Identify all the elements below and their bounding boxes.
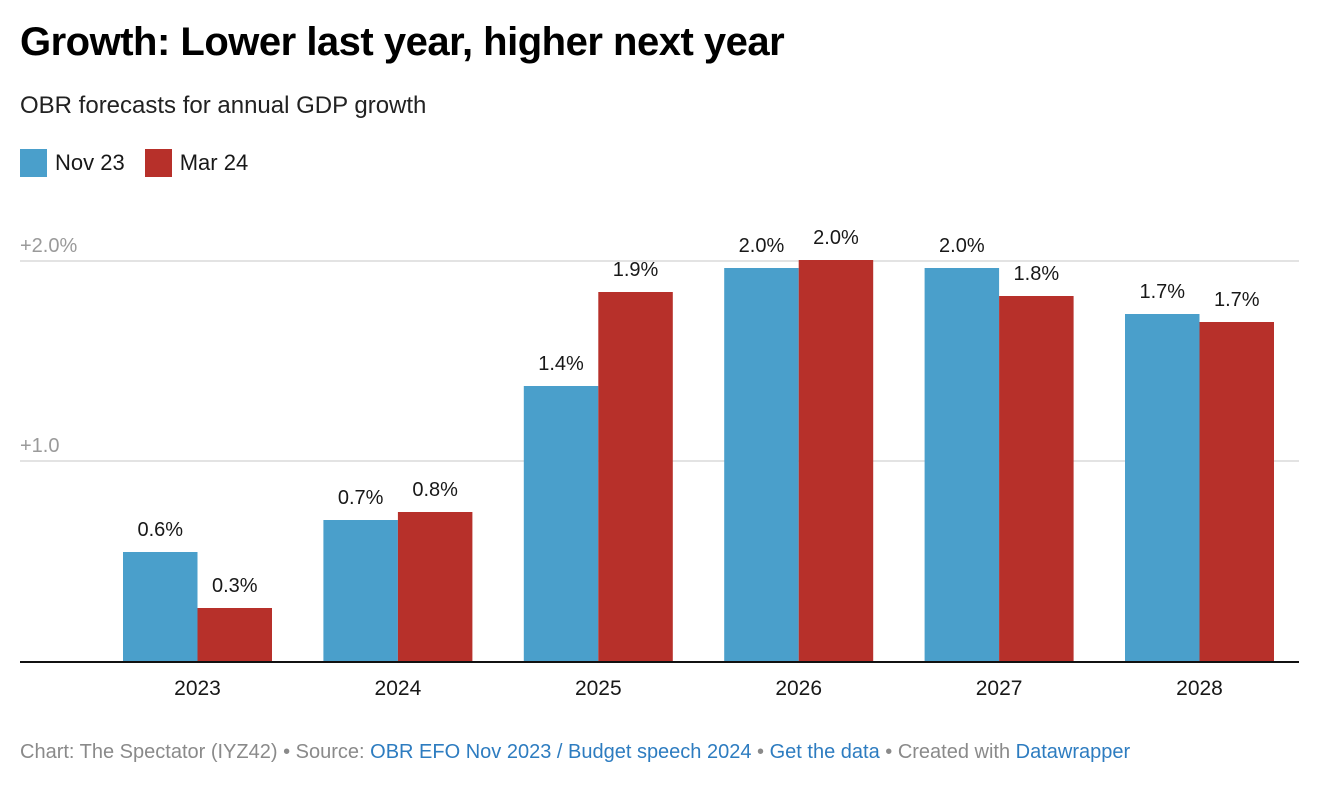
data-label: 0.6% xyxy=(137,519,183,541)
x-tick-label: 2024 xyxy=(375,677,422,700)
data-label: 1.4% xyxy=(538,353,584,375)
bar-chart: +1.0 +2.0% 0.6% 0.3% 2023 0.7% 0.8% 2024 1.4% 1.9… xyxy=(20,227,1299,700)
footer-separator: • xyxy=(751,741,770,763)
y-tick-label: +1.0 xyxy=(20,435,59,457)
x-tick-label: 2027 xyxy=(976,677,1023,700)
data-label: 1.7% xyxy=(1139,281,1185,303)
legend-swatch-nov-23 xyxy=(20,149,47,177)
data-label: 0.8% xyxy=(412,479,458,501)
bar-nov-23-2023 xyxy=(123,552,198,661)
bar-nov-23-2026 xyxy=(724,268,799,661)
chart-subtitle: OBR forecasts for annual GDP growth xyxy=(20,92,427,119)
data-label: 2.0% xyxy=(739,235,785,257)
created-with-label: Created with xyxy=(897,741,1016,763)
bar-mar-24-2023 xyxy=(197,608,272,661)
legend-item-nov-23: Nov 23 xyxy=(20,149,125,177)
data-label: 1.7% xyxy=(1214,289,1260,311)
bar-mar-24-2026 xyxy=(798,260,874,661)
footer-separator: • xyxy=(277,741,296,763)
legend-swatch-mar-24 xyxy=(144,149,172,177)
legend-label-mar-24: Mar 24 xyxy=(179,150,249,175)
legend-label-nov-23: Nov 23 xyxy=(55,150,125,175)
bar-nov-23-2024 xyxy=(323,520,398,661)
data-label: 1.8% xyxy=(1014,263,1060,285)
bar-mar-24-2025 xyxy=(598,292,673,661)
chart-title: Growth: Lower last year, higher next yea… xyxy=(20,20,785,64)
x-tick-label: 2026 xyxy=(775,677,822,700)
chart-credit: Chart: The Spectator (IYZ42) xyxy=(20,741,278,763)
data-label: 1.9% xyxy=(613,259,659,281)
x-tick-label: 2025 xyxy=(575,677,622,700)
legend-item-mar-24: Mar 24 xyxy=(144,149,249,177)
bar-mar-24-2028 xyxy=(1199,322,1274,661)
bar-nov-23-2027 xyxy=(924,268,1000,661)
source-label: Source: xyxy=(295,741,371,763)
x-tick-label: 2028 xyxy=(1176,677,1223,700)
get-the-data-link[interactable]: Get the data xyxy=(769,741,880,763)
footer: Chart: The Spectator (IYZ42) • Source: O… xyxy=(20,741,1130,764)
y-tick-label: +2.0% xyxy=(20,235,77,257)
bar-nov-23-2025 xyxy=(523,386,599,661)
datawrapper-link[interactable]: Datawrapper xyxy=(1015,741,1131,763)
bar-nov-23-2028 xyxy=(1125,314,1200,661)
footer-separator: • xyxy=(879,741,898,763)
data-label: 0.3% xyxy=(212,575,258,597)
bar-mar-24-2024 xyxy=(397,512,473,661)
data-label: 2.0% xyxy=(939,235,985,257)
legend: Nov 23 Mar 24 xyxy=(20,149,268,177)
bar-mar-24-2027 xyxy=(999,296,1074,661)
data-label: 2.0% xyxy=(813,227,859,249)
source-link[interactable]: OBR EFO Nov 2023 / Budget speech 2024 xyxy=(370,741,752,763)
x-tick-label: 2023 xyxy=(174,677,221,700)
data-label: 0.7% xyxy=(338,487,384,509)
